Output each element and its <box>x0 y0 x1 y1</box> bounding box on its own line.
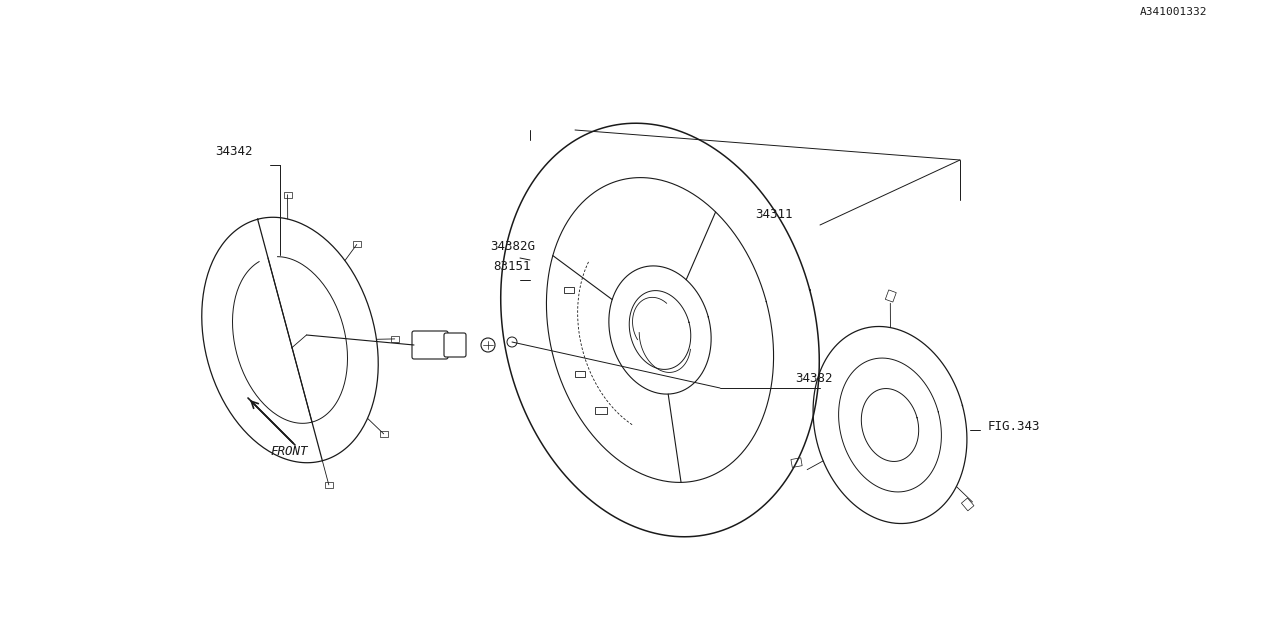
Text: 83151: 83151 <box>493 260 530 273</box>
Bar <box>595 407 607 414</box>
Bar <box>284 192 292 198</box>
Bar <box>353 241 361 248</box>
Bar <box>563 287 573 293</box>
FancyBboxPatch shape <box>412 331 448 359</box>
Bar <box>325 482 333 488</box>
Bar <box>575 371 585 377</box>
Bar <box>886 290 896 302</box>
Text: A341001332: A341001332 <box>1140 7 1207 17</box>
Text: 34382G: 34382G <box>490 240 535 253</box>
Circle shape <box>481 338 495 352</box>
Circle shape <box>507 337 517 347</box>
Text: 34311: 34311 <box>755 208 792 221</box>
Bar <box>961 498 974 511</box>
Bar <box>380 431 388 437</box>
Text: FRONT: FRONT <box>270 445 307 458</box>
Text: 34342: 34342 <box>215 145 252 158</box>
Text: FIG.343: FIG.343 <box>988 420 1041 433</box>
Text: 34382: 34382 <box>795 372 832 385</box>
Bar <box>791 458 803 467</box>
Bar <box>390 336 399 342</box>
FancyBboxPatch shape <box>444 333 466 357</box>
